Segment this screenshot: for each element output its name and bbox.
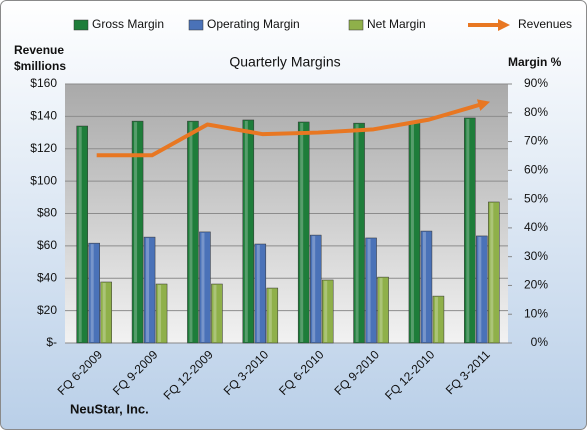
y-tick-label: $160 [30, 76, 57, 90]
y-tick-label: $100 [30, 173, 57, 187]
bar-shine [189, 122, 193, 342]
bar-shine [158, 285, 162, 342]
y2-tick-label: 80% [524, 105, 548, 119]
legend-label: Operating Margin [207, 17, 300, 31]
y2-tick-label: 50% [524, 191, 548, 205]
bar [211, 283, 223, 344]
y-tick-label: $120 [30, 141, 57, 155]
bar-shine [490, 202, 494, 342]
bar [321, 279, 334, 344]
bar-shine [146, 238, 150, 342]
bar-shine [244, 120, 248, 342]
bar-shine [213, 285, 217, 342]
y2-axis-title: Margin % [508, 55, 562, 69]
y2-tick-label: 60% [524, 163, 548, 177]
y-tick-label: $- [46, 335, 57, 349]
bar [155, 283, 168, 344]
y2-tick-label: 10% [524, 306, 548, 320]
y-tick-label: $140 [30, 109, 57, 123]
bar [242, 119, 255, 344]
bar [488, 201, 500, 344]
legend-marker [188, 19, 204, 31]
bar-shine [466, 118, 470, 342]
legend-label: Gross Margin [92, 17, 164, 31]
bar [88, 242, 100, 344]
bar-shine [434, 297, 438, 342]
bar [353, 122, 365, 344]
bar-shine [379, 278, 383, 342]
bar [143, 236, 156, 344]
bar-shine [134, 122, 138, 342]
bar [464, 117, 476, 344]
chart-title: Quarterly Margins [229, 54, 340, 70]
y-axis-title: Revenue [14, 43, 64, 57]
legend-marker [73, 19, 89, 31]
y2-tick-label: 40% [524, 220, 548, 234]
bar-shine [355, 124, 359, 342]
bar [100, 281, 112, 344]
bar-shine [268, 289, 272, 342]
bar-shine [78, 127, 82, 342]
source: NeuStar, Inc. [70, 401, 149, 416]
bar-shine [300, 122, 304, 342]
bar [254, 243, 267, 344]
bar-shine [102, 282, 106, 342]
bar [76, 125, 88, 344]
y2-tick-label: 70% [524, 134, 548, 148]
bar [309, 234, 322, 344]
bar [131, 120, 144, 344]
bar [297, 121, 310, 344]
bar [377, 276, 389, 344]
y2-tick-label: 90% [524, 76, 548, 90]
y-axis-title: $millions [14, 59, 66, 73]
bar-shine [410, 122, 414, 342]
y2-tick-label: 30% [524, 249, 548, 263]
line [96, 99, 491, 158]
bar-shine [324, 280, 328, 342]
bar [408, 121, 421, 344]
legend-marker [348, 19, 364, 31]
bar [187, 120, 199, 344]
y-tick-label: $20 [37, 303, 57, 317]
bar [420, 230, 433, 344]
y-tick-label: $60 [37, 238, 57, 252]
bar [199, 231, 211, 344]
bar-shine [478, 236, 482, 342]
legend-label: Revenues [518, 17, 572, 31]
y-tick-label: $40 [37, 270, 57, 284]
bar [476, 235, 488, 344]
bar [266, 287, 279, 344]
bar-shine [90, 244, 94, 342]
bar [365, 237, 377, 344]
legend-label: Net Margin [367, 17, 426, 31]
y2-tick-label: 20% [524, 278, 548, 292]
bar [432, 295, 445, 344]
bar-shine [256, 245, 260, 342]
bar-shine [312, 236, 316, 342]
y-tick-label: $80 [37, 206, 57, 220]
bar-shine [367, 238, 371, 342]
y2-tick-label: 0% [531, 335, 549, 349]
bar-shine [201, 232, 205, 342]
bar-shine [422, 232, 426, 342]
